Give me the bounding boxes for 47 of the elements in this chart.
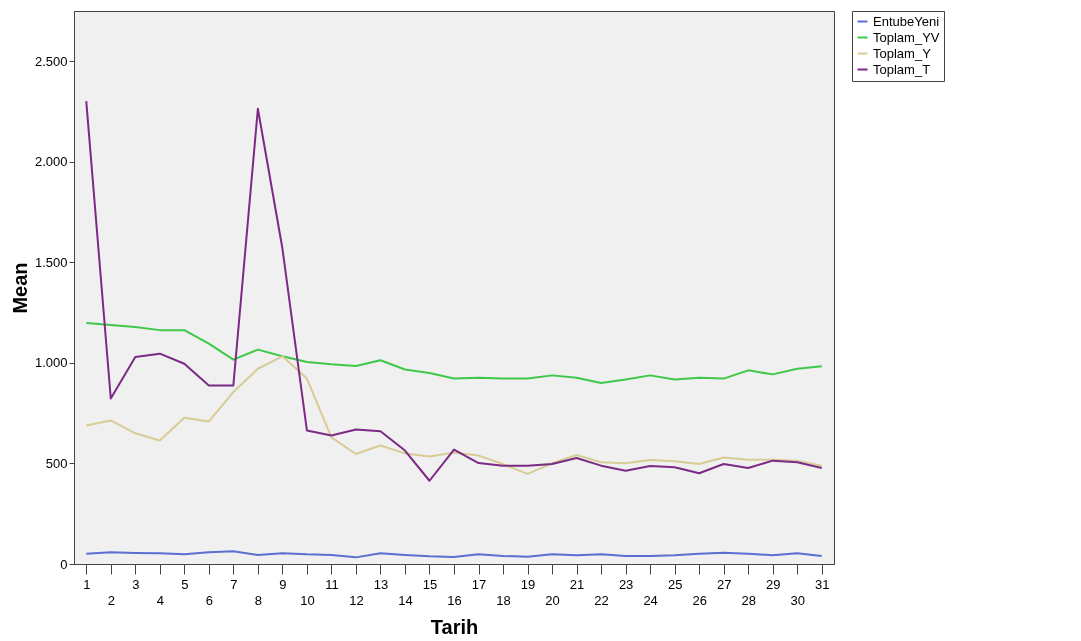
y-tick-label: 2.500 [34, 53, 68, 69]
x-tick-label: 24 [643, 592, 658, 608]
x-tick-label: 11 [325, 576, 339, 592]
y-tick-label: 1.000 [34, 355, 68, 371]
x-tick-label: 27 [716, 576, 732, 592]
x-tick-label: 10 [300, 592, 315, 608]
x-tick-label: 30 [790, 592, 805, 608]
legend-label: Toplam_YV [873, 29, 940, 45]
x-tick-label: 1 [83, 576, 91, 592]
x-tick-label: 20 [545, 592, 560, 608]
x-tick-label: 6 [205, 592, 213, 608]
x-tick-label: 17 [471, 576, 487, 592]
x-tick-label: 4 [156, 592, 164, 608]
x-tick-label: 9 [279, 576, 287, 592]
x-tick-label: 23 [618, 576, 634, 592]
legend-label: EntubeYeni [873, 13, 940, 29]
y-tick-label: 500 [45, 455, 68, 471]
x-tick-label: 14 [398, 592, 413, 608]
x-tick-label: 12 [349, 592, 364, 608]
x-tick-label: 2 [107, 592, 115, 608]
y-tick-label: 1.500 [34, 254, 68, 270]
line-series [85, 550, 823, 559]
legend-label: Toplam_T [873, 61, 931, 77]
x-tick-label: 22 [594, 592, 609, 608]
legend-label: Toplam_Y [873, 45, 932, 61]
x-tick-label: 18 [496, 592, 511, 608]
y-axis-title: Mean [8, 262, 31, 314]
x-tick-label: 16 [447, 592, 462, 608]
x-tick-label: 28 [741, 592, 756, 608]
x-tick-label: 5 [181, 576, 189, 592]
y-tick-label: 2.000 [34, 154, 68, 170]
x-tick-label: 15 [422, 576, 438, 592]
x-tick-label: 29 [765, 576, 781, 592]
line-series [85, 355, 823, 475]
x-tick-label: 21 [569, 576, 585, 592]
x-tick-label: 19 [520, 576, 536, 592]
x-tick-label: 26 [692, 592, 707, 608]
x-tick-label: 7 [230, 576, 238, 592]
x-axis-title: Tarih [430, 615, 479, 638]
x-tick-label: 25 [667, 576, 683, 592]
line-series [85, 100, 823, 482]
x-tick-label: 13 [373, 576, 389, 592]
x-tick-label: 8 [254, 592, 262, 608]
line-series [85, 321, 823, 385]
x-tick-label: 3 [132, 576, 140, 592]
x-tick-label: 31 [815, 576, 830, 592]
y-tick-label: 0 [60, 556, 68, 572]
